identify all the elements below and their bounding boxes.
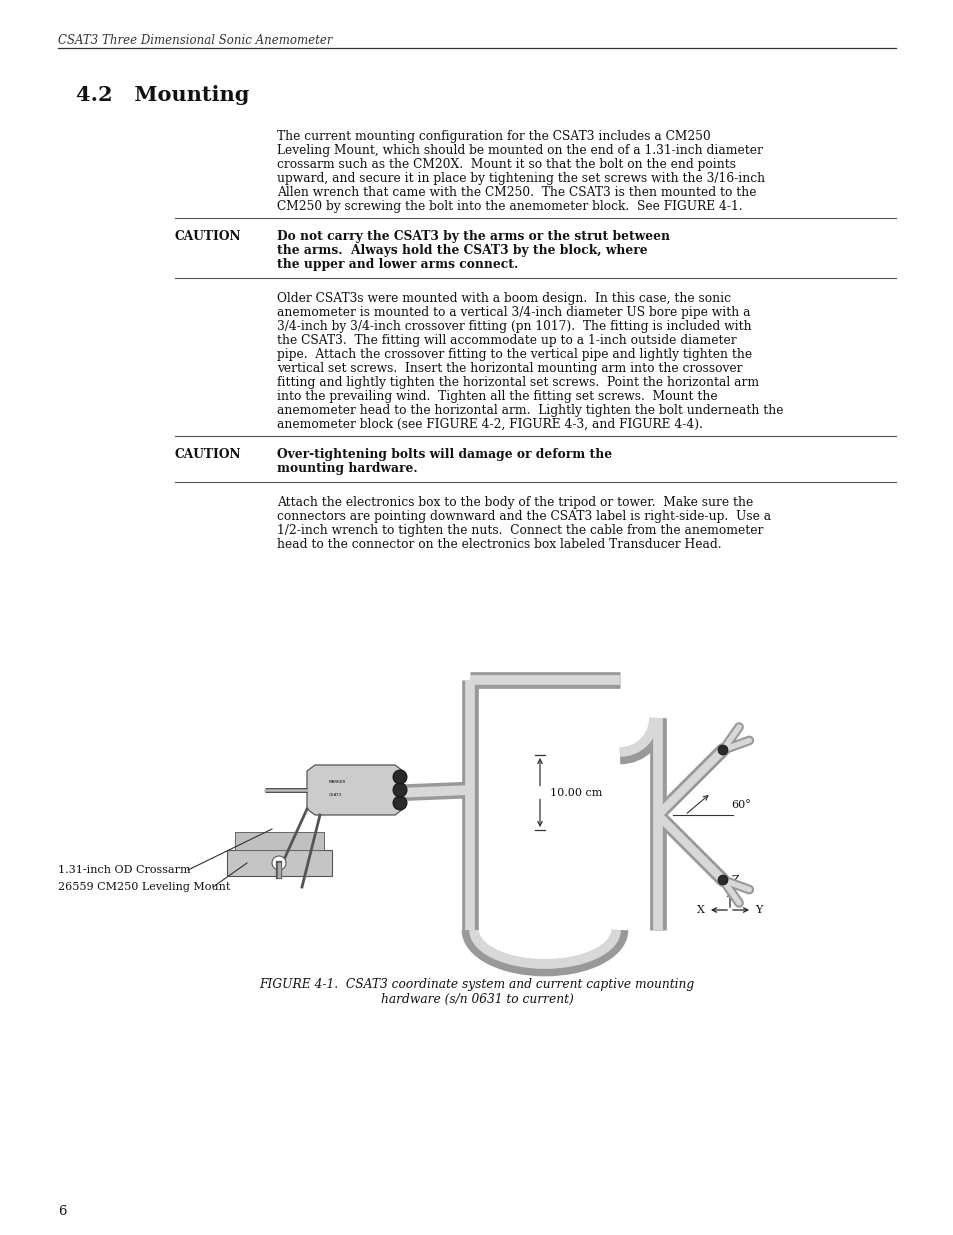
Text: upward, and secure it in place by tightening the set screws with the 3/16-inch: upward, and secure it in place by tighte… [276,172,764,185]
Text: CSAT3 Three Dimensional Sonic Anemometer: CSAT3 Three Dimensional Sonic Anemometer [58,35,333,47]
Text: CM250 by screwing the bolt into the anemometer block.  See FIGURE 4-1.: CM250 by screwing the bolt into the anem… [276,200,741,212]
Text: Allen wrench that came with the CM250.  The CSAT3 is then mounted to the: Allen wrench that came with the CM250. T… [276,186,756,199]
Text: Attach the electronics box to the body of the tripod or tower.  Make sure the: Attach the electronics box to the body o… [276,496,753,509]
Text: anemometer is mounted to a vertical 3/4-inch diameter US bore pipe with a: anemometer is mounted to a vertical 3/4-… [276,306,750,319]
Text: MARKER: MARKER [329,781,346,784]
Text: Older CSAT3s were mounted with a boom design.  In this case, the sonic: Older CSAT3s were mounted with a boom de… [276,291,730,305]
Bar [234,832,324,850]
Text: The current mounting configuration for the CSAT3 includes a CM250: The current mounting configuration for t… [276,130,710,143]
Circle shape [718,876,727,885]
Text: CSAT3: CSAT3 [329,793,342,797]
Text: Over-tightening bolts will damage or deform the: Over-tightening bolts will damage or def… [276,448,612,461]
Text: FIGURE 4-1.  CSAT3 coordinate system and current captive mounting: FIGURE 4-1. CSAT3 coordinate system and … [259,978,694,990]
Text: CAUTION: CAUTION [174,230,241,243]
Text: 6: 6 [58,1205,67,1218]
Text: anemometer head to the horizontal arm.  Lightly tighten the bolt underneath the: anemometer head to the horizontal arm. L… [276,404,782,417]
Text: the CSAT3.  The fitting will accommodate up to a 1-inch outside diameter: the CSAT3. The fitting will accommodate … [276,333,736,347]
Text: Y: Y [754,905,761,915]
Text: 1/2-inch wrench to tighten the nuts.  Connect the cable from the anemometer: 1/2-inch wrench to tighten the nuts. Con… [276,524,762,537]
Text: into the prevailing wind.  Tighten all the fitting set screws.  Mount the: into the prevailing wind. Tighten all th… [276,390,717,403]
Text: 3/4-inch by 3/4-inch crossover fitting (pn 1017).  The fitting is included with: 3/4-inch by 3/4-inch crossover fitting (… [276,320,751,333]
Text: the upper and lower arms connect.: the upper and lower arms connect. [276,258,517,270]
Text: head to the connector on the electronics box labeled Transducer Head.: head to the connector on the electronics… [276,538,720,551]
Text: Do not carry the CSAT3 by the arms or the strut between: Do not carry the CSAT3 by the arms or th… [276,230,669,243]
Text: Leveling Mount, which should be mounted on the end of a 1.31-inch diameter: Leveling Mount, which should be mounted … [276,144,762,157]
Text: the arms.  Always hold the CSAT3 by the block, where: the arms. Always hold the CSAT3 by the b… [276,245,647,257]
Bar [227,850,332,876]
Text: vertical set screws.  Insert the horizontal mounting arm into the crossover: vertical set screws. Insert the horizont… [276,362,741,375]
Text: 1.31-inch OD Crossarm: 1.31-inch OD Crossarm [58,864,191,876]
Text: pipe.  Attach the crossover fitting to the vertical pipe and lightly tighten the: pipe. Attach the crossover fitting to th… [276,348,751,361]
Text: anemometer block (see FIGURE 4-2, FIGURE 4-3, and FIGURE 4-4).: anemometer block (see FIGURE 4-2, FIGURE… [276,417,702,431]
Text: mounting hardware.: mounting hardware. [276,462,417,475]
Text: 60°: 60° [730,800,750,810]
Circle shape [718,745,727,755]
Text: Z: Z [731,876,739,885]
Text: crossarm such as the CM20X.  Mount it so that the bolt on the end points: crossarm such as the CM20X. Mount it so … [276,158,735,170]
Circle shape [272,856,286,869]
Circle shape [393,797,407,810]
Text: 10.00 cm: 10.00 cm [550,788,601,798]
Text: CAUTION: CAUTION [174,448,241,461]
Circle shape [393,769,407,784]
Text: hardware (s/n 0631 to current): hardware (s/n 0631 to current) [380,993,573,1007]
Text: connectors are pointing downward and the CSAT3 label is right-side-up.  Use a: connectors are pointing downward and the… [276,510,770,522]
Polygon shape [307,764,402,815]
Text: X: X [697,905,704,915]
Text: fitting and lightly tighten the horizontal set screws.  Point the horizontal arm: fitting and lightly tighten the horizont… [276,375,759,389]
Circle shape [393,783,407,797]
Text: 4.2   Mounting: 4.2 Mounting [76,85,249,105]
Text: 26559 CM250 Leveling Mount: 26559 CM250 Leveling Mount [58,882,230,892]
